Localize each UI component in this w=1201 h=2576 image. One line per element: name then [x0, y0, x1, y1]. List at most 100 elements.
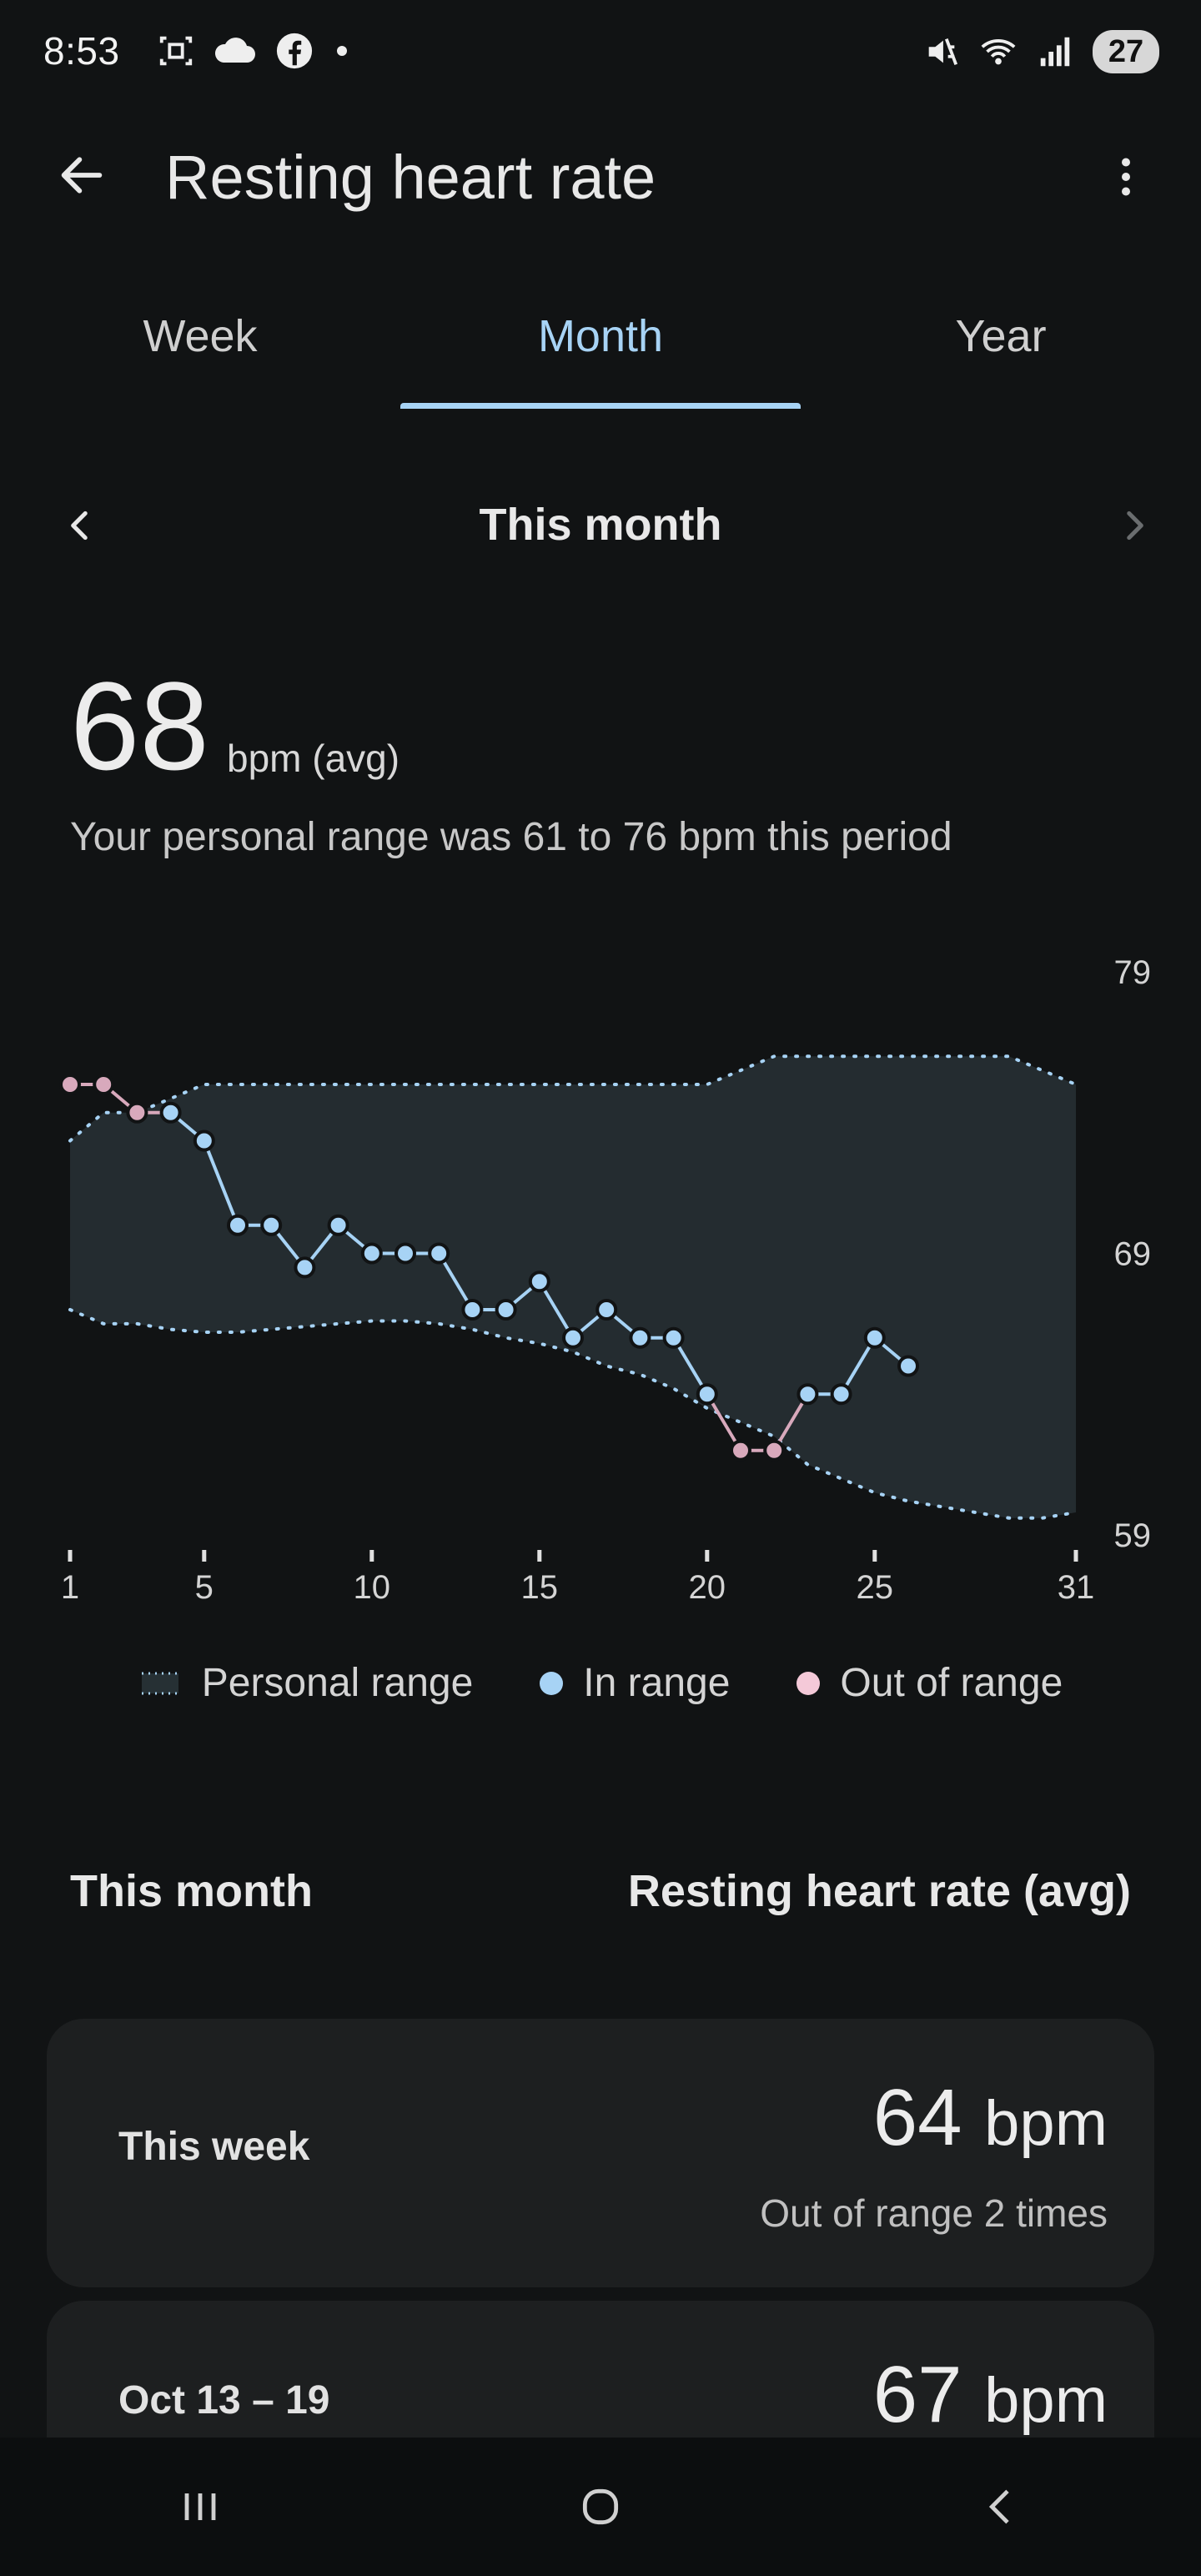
y-tick-label: 59 — [1114, 1517, 1152, 1554]
data-point — [59, 1074, 81, 1095]
dot-icon — [337, 46, 347, 56]
chevron-right-icon — [1127, 511, 1143, 541]
personal-range-swatch-icon — [141, 1672, 178, 1694]
personal-range-text: Your personal range was 61 to 76 bpm thi… — [70, 815, 952, 859]
data-point — [327, 1214, 349, 1236]
signal-icon — [1040, 37, 1070, 67]
nav-back-button[interactable] — [934, 2457, 1068, 2557]
average-value: 68 — [70, 656, 209, 796]
data-point — [93, 1074, 115, 1095]
data-point — [897, 1355, 919, 1377]
screenshot-icon — [159, 36, 193, 66]
data-point — [796, 1383, 819, 1406]
data-point — [730, 1439, 751, 1462]
more-options-button[interactable] — [1093, 143, 1159, 210]
out-of-range-dot-icon — [796, 1671, 821, 1695]
in-range-dot-icon — [540, 1671, 564, 1695]
summary-card-this-week[interactable]: This week 64 bpm Out of range 2 times — [47, 2019, 1154, 2287]
tab-month[interactable]: Month — [537, 311, 664, 361]
legend-in-range: In range — [540, 1660, 730, 1706]
previous-period-button[interactable] — [55, 501, 105, 551]
data-point — [159, 1101, 182, 1124]
data-point — [260, 1214, 283, 1236]
data-point — [227, 1214, 249, 1236]
card-value-number: 67 — [872, 2350, 962, 2439]
card-label: This week — [118, 2125, 310, 2169]
tab-week[interactable]: Week — [143, 311, 258, 361]
data-point — [863, 1326, 886, 1349]
series-segment — [839, 1336, 877, 1396]
legend-out-of-range-label: Out of range — [840, 1661, 1063, 1705]
x-tick-label: 10 — [354, 1569, 391, 1606]
period-label: This month — [479, 500, 722, 550]
card-value-number: 64 — [872, 2073, 962, 2162]
x-tick-label: 20 — [689, 1569, 726, 1606]
series-segment — [437, 1252, 475, 1311]
series-segment — [202, 1140, 239, 1226]
card-value: 64 bpm — [873, 2072, 1108, 2164]
data-point — [830, 1383, 852, 1406]
cloud-icon — [214, 38, 255, 63]
data-point — [495, 1299, 517, 1321]
personal-range-band — [70, 1056, 1076, 1518]
series-segment — [772, 1393, 810, 1452]
card-value-unit: bpm — [984, 2088, 1108, 2159]
chart-legend: Personal range In range Out of range — [0, 1660, 1201, 1706]
card-label: Oct 13 – 19 — [118, 2378, 330, 2423]
home-button[interactable] — [534, 2457, 667, 2557]
series-segment — [538, 1280, 575, 1339]
status-time: 8:53 — [43, 29, 120, 73]
legend-personal-range: Personal range — [138, 1660, 474, 1706]
facebook-icon — [276, 33, 313, 69]
average-unit: bpm (avg) — [227, 737, 400, 780]
data-point — [595, 1299, 618, 1321]
active-tab-indicator — [400, 403, 801, 409]
recent-apps-button[interactable] — [133, 2457, 267, 2557]
x-tick-label: 25 — [857, 1569, 894, 1606]
x-tick-label: 1 — [61, 1569, 79, 1606]
arrow-back-icon — [61, 157, 103, 194]
data-point — [193, 1130, 215, 1152]
legend-personal-range-label: Personal range — [201, 1661, 474, 1705]
data-point — [394, 1242, 416, 1265]
chevron-left-icon — [71, 511, 88, 541]
page-title: Resting heart rate — [165, 143, 656, 212]
system-nav-bar — [0, 2438, 1201, 2576]
data-point — [629, 1326, 651, 1349]
list-header-metric: Resting heart rate (avg) — [627, 1866, 1131, 1916]
legend-in-range-label: In range — [583, 1661, 731, 1705]
card-value-unit: bpm — [984, 2365, 1108, 2436]
home-icon — [582, 2488, 619, 2525]
next-period-button[interactable] — [1109, 501, 1159, 551]
data-point — [562, 1326, 584, 1349]
wifi-icon — [981, 39, 1016, 65]
tab-year[interactable]: Year — [955, 311, 1047, 361]
card-subtext: Out of range 2 times — [760, 2191, 1108, 2235]
mute-icon — [928, 38, 958, 66]
x-tick-label: 15 — [521, 1569, 559, 1606]
series-segment — [671, 1336, 709, 1396]
data-point — [360, 1242, 383, 1265]
data-point — [763, 1439, 786, 1462]
data-point — [461, 1299, 484, 1321]
more-vert-icon — [1122, 158, 1130, 196]
back-button[interactable] — [48, 142, 115, 209]
data-point — [294, 1256, 316, 1279]
card-value: 67 bpm — [873, 2349, 1108, 2441]
recent-apps-icon — [184, 2493, 216, 2520]
data-point — [528, 1270, 550, 1293]
data-point — [662, 1326, 685, 1349]
x-tick-label: 31 — [1058, 1569, 1095, 1606]
x-tick-label: 5 — [195, 1569, 214, 1606]
data-point — [428, 1242, 450, 1265]
status-icons-right: 27 — [922, 30, 1159, 73]
data-point — [696, 1383, 718, 1406]
legend-out-of-range: Out of range — [796, 1660, 1063, 1706]
nav-back-icon — [988, 2489, 1009, 2524]
y-tick-label: 79 — [1114, 954, 1152, 991]
list-header-period: This month — [70, 1866, 313, 1916]
data-point — [126, 1101, 148, 1124]
y-tick-label: 69 — [1114, 1236, 1152, 1273]
series-segment — [706, 1393, 742, 1452]
